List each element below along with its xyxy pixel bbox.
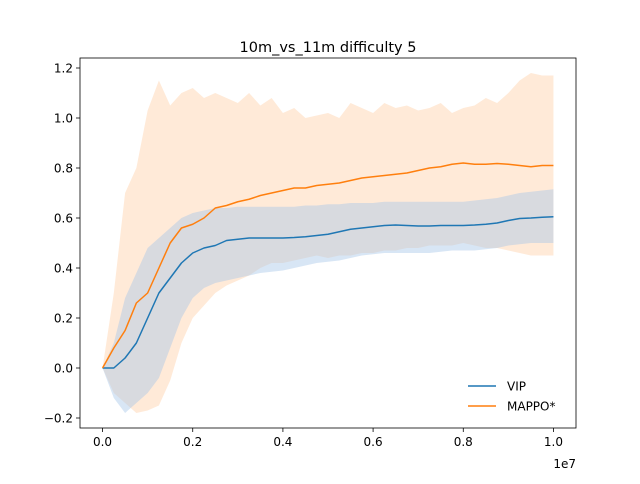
y-tick-label: 0.4: [54, 261, 73, 275]
legend-label: MAPPO*: [507, 399, 555, 413]
x-axis-offset-text: 1e7: [553, 457, 576, 471]
y-tick-label: 1.2: [54, 61, 73, 75]
x-tick-label: 0.4: [273, 435, 292, 449]
y-axis-ticks: −0.2 0.0 0.2 0.4 0.6 0.8 1.0 1.2: [44, 61, 80, 425]
y-tick-label: −0.2: [44, 411, 73, 425]
x-tick-label: 0.6: [364, 435, 383, 449]
series-line-mappo: [101, 162, 554, 369]
band-mappo: [102, 73, 554, 413]
chart-title: 10m_vs_11m difficulty 5: [240, 40, 417, 56]
y-tick-label: 0.6: [54, 211, 73, 225]
series-lines: [101, 162, 554, 369]
series-line-vip: [102, 216, 554, 369]
plot-frame: [79, 57, 577, 429]
y-tick-label: 0.2: [54, 311, 73, 325]
x-tick-label: 1.0: [544, 435, 563, 449]
y-tick-label: 1.0: [54, 111, 73, 125]
legend-label: VIP: [507, 379, 526, 393]
y-tick-label: 0.0: [54, 361, 73, 375]
y-tick-label: 0.8: [54, 161, 73, 175]
x-tick-label: 0.8: [454, 435, 473, 449]
legend: VIP MAPPO*: [468, 379, 555, 413]
x-tick-label: 0.0: [93, 435, 112, 449]
x-axis-ticks: 0.0 0.2 0.4 0.6 0.8 1.0: [93, 428, 563, 449]
x-tick-label: 0.2: [183, 435, 202, 449]
